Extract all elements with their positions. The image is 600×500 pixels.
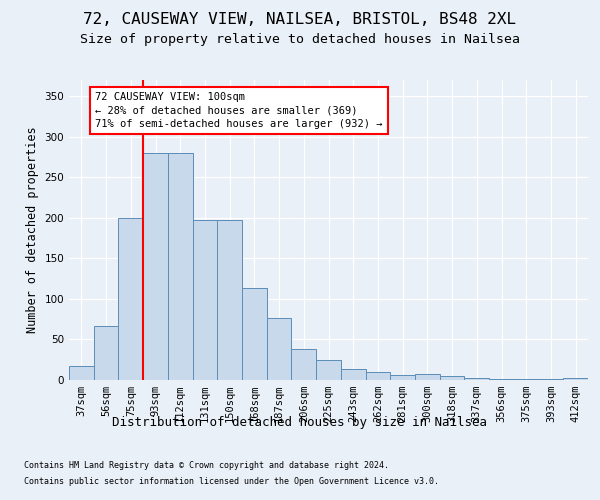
Bar — [390, 375, 415, 380]
Text: 72, CAUSEWAY VIEW, NAILSEA, BRISTOL, BS48 2XL: 72, CAUSEWAY VIEW, NAILSEA, BRISTOL, BS4… — [83, 12, 517, 28]
Bar — [292, 349, 316, 380]
Bar — [464, 378, 489, 380]
Bar — [94, 326, 118, 380]
Bar — [217, 220, 242, 380]
Bar — [193, 220, 217, 380]
Bar — [489, 379, 514, 380]
Text: Size of property relative to detached houses in Nailsea: Size of property relative to detached ho… — [80, 32, 520, 46]
Bar — [316, 360, 341, 380]
Bar — [168, 153, 193, 380]
Bar — [118, 218, 143, 380]
Bar — [514, 379, 539, 380]
Text: Distribution of detached houses by size in Nailsea: Distribution of detached houses by size … — [113, 416, 487, 429]
Bar — [143, 153, 168, 380]
Bar — [365, 372, 390, 380]
Text: Contains HM Land Registry data © Crown copyright and database right 2024.: Contains HM Land Registry data © Crown c… — [24, 462, 389, 470]
Text: 72 CAUSEWAY VIEW: 100sqm
← 28% of detached houses are smaller (369)
71% of semi-: 72 CAUSEWAY VIEW: 100sqm ← 28% of detach… — [95, 92, 382, 128]
Bar — [440, 376, 464, 380]
Bar — [415, 374, 440, 380]
Bar — [69, 366, 94, 380]
Y-axis label: Number of detached properties: Number of detached properties — [26, 126, 39, 334]
Text: Contains public sector information licensed under the Open Government Licence v3: Contains public sector information licen… — [24, 476, 439, 486]
Bar — [267, 318, 292, 380]
Bar — [341, 370, 365, 380]
Bar — [242, 288, 267, 380]
Bar — [539, 379, 563, 380]
Bar — [563, 378, 588, 380]
